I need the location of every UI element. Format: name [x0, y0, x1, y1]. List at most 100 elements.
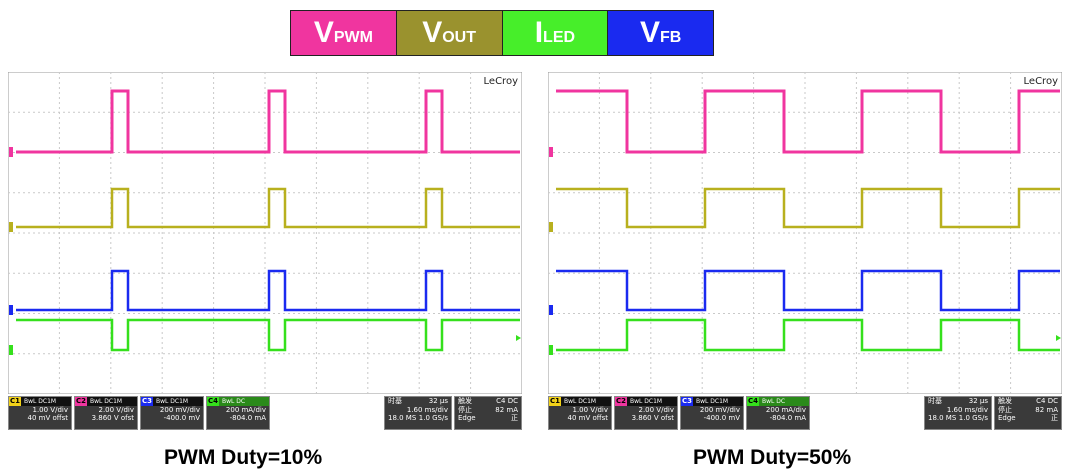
channel-offset: -804.0 mA	[229, 414, 266, 422]
caption-duty-10: PWM Duty=10%	[164, 446, 323, 469]
scope-screen-duty-10: LeCroy	[8, 72, 522, 394]
channel-c3-box: C3 BwL DC1M 200 mV/div -400.0 mV	[680, 396, 744, 430]
channel-scale: 200 mV/div	[699, 406, 740, 414]
vout-trace	[16, 187, 520, 229]
timebase-samples: 18.0 MS	[928, 414, 957, 422]
legend-iled-sub: LED	[543, 29, 576, 46]
channel-tag: C2	[615, 397, 627, 406]
trigger-box: 触发 C4 DC 停止 82 mA Edge 正	[454, 396, 522, 430]
trigger-level-marker	[1056, 335, 1061, 341]
trigger-type: Edge	[458, 414, 476, 422]
vpwm-trace	[556, 89, 1060, 154]
trigger-state: 停止	[458, 406, 472, 414]
channel-tag: C1	[9, 397, 21, 406]
channel-c4-box: C4 BwL DC 200 mA/div -804.0 mA	[206, 396, 270, 430]
timebase-samples: 18.0 MS	[388, 414, 417, 422]
channel-tag: C3	[141, 397, 153, 406]
channel-offset: 3.860 V ofst	[91, 414, 134, 422]
channel-marker	[9, 222, 13, 232]
channel-scale: 200 mA/div	[225, 406, 266, 414]
vpwm-trace	[16, 89, 520, 154]
channel-mode: BwL DC1M	[564, 398, 597, 405]
iled-trace	[556, 318, 1060, 352]
channel-marker	[549, 345, 553, 355]
scope-waveform-display: LeCroy	[8, 72, 522, 394]
channel-mode: BwL DC	[222, 398, 246, 405]
channel-c3-box: C3 BwL DC1M 200 mV/div -400.0 mV	[140, 396, 204, 430]
channel-offset: 3.860 V ofst	[631, 414, 674, 422]
legend-vout-main: V	[422, 16, 443, 49]
timebase-delay: 32 µs	[428, 397, 448, 405]
channel-scale: 1.00 V/div	[32, 406, 69, 414]
channel-mode: BwL DC1M	[24, 398, 57, 405]
channel-offset: -400.0 mV	[163, 414, 200, 422]
channel-scale: 200 mV/div	[159, 406, 200, 414]
channel-mode: BwL DC1M	[156, 398, 189, 405]
legend-vpwm-main: V	[313, 16, 334, 49]
channel-mode: BwL DC	[762, 398, 786, 405]
scope-waveform-display: LeCroy	[548, 72, 1062, 394]
channel-scale: 1.00 V/div	[572, 406, 609, 414]
trigger-state: 停止	[998, 406, 1012, 414]
vfb-trace	[16, 269, 520, 312]
legend-vpwm-sub: PWM	[333, 29, 373, 46]
trigger-level: 82 mA	[495, 406, 518, 414]
channel-offset: 40 mV offst	[567, 414, 608, 422]
legend-iled-main: I	[534, 16, 544, 49]
trigger-box: 触发 C4 DC 停止 82 mA Edge 正	[994, 396, 1062, 430]
trigger-slope: 正	[511, 414, 518, 422]
scope-status-bar: C1 BwL DC1M 1.00 V/div 40 mV offst C2 BwL …	[548, 396, 1062, 430]
channel-mode: BwL DC1M	[630, 398, 663, 405]
channel-offset: -400.0 mV	[703, 414, 740, 422]
legend-vfb-main: V	[639, 16, 660, 49]
trigger-slope: 正	[1051, 414, 1058, 422]
timebase-scale: 1.60 ms/div	[406, 406, 448, 414]
trigger-source: C4 DC	[496, 397, 518, 405]
trigger-level-marker	[516, 335, 521, 341]
channel-marker	[9, 345, 13, 355]
trigger-label: 触发	[458, 397, 472, 405]
channel-tag: C4	[207, 397, 219, 406]
channel-c1-box: C1 BwL DC1M 1.00 V/div 40 mV offst	[548, 396, 612, 430]
legend-vfb: V FB	[608, 11, 713, 55]
channel-marker	[9, 305, 13, 315]
trigger-level: 82 mA	[1035, 406, 1058, 414]
trigger-type: Edge	[998, 414, 1016, 422]
channel-tag: C1	[549, 397, 561, 406]
legend-vout: V OUT	[396, 11, 503, 55]
channel-marker	[9, 147, 13, 157]
timebase-box: 时基 32 µs 1.60 ms/div 18.0 MS 1.0 GS/s	[924, 396, 992, 430]
timebase-label: 时基	[388, 397, 402, 405]
legend-vfb-sub: FB	[659, 29, 682, 46]
vout-trace	[556, 187, 1060, 229]
channel-marker	[549, 305, 553, 315]
channel-marker	[549, 147, 553, 157]
channel-offset: 40 mV offst	[27, 414, 68, 422]
scope-status-bar: C1 BwL DC1M 1.00 V/div 40 mV offst C2 BwL …	[8, 396, 522, 430]
scope-brand-label: LeCroy	[1024, 76, 1059, 87]
trigger-label: 触发	[998, 397, 1012, 405]
legend-vpwm: V PWM	[291, 11, 397, 55]
scope-brand-label: LeCroy	[484, 76, 519, 87]
timebase-rate: 1.0 GS/s	[418, 414, 448, 422]
legend-iled: I LED	[502, 11, 609, 55]
caption-duty-50: PWM Duty=50%	[693, 446, 852, 469]
timebase-label: 时基	[928, 397, 942, 405]
scope-screen-duty-50: LeCroy	[548, 72, 1062, 394]
timebase-rate: 1.0 GS/s	[958, 414, 988, 422]
channel-c2-box: C2 BwL DC1M 2.00 V/div 3.860 V ofst	[614, 396, 678, 430]
signal-legend: V PWM V OUT I LED V FB	[290, 10, 714, 56]
channel-marker	[549, 222, 553, 232]
channel-offset: -804.0 mA	[769, 414, 806, 422]
channel-scale: 200 mA/div	[765, 406, 806, 414]
channel-tag: C3	[681, 397, 693, 406]
vfb-trace	[556, 269, 1060, 312]
channel-tag: C4	[747, 397, 759, 406]
channel-c2-box: C2 BwL DC1M 2.00 V/div 3.860 V ofst	[74, 396, 138, 430]
channel-c4-box: C4 BwL DC 200 mA/div -804.0 mA	[746, 396, 810, 430]
channel-mode: BwL DC1M	[90, 398, 123, 405]
timebase-scale: 1.60 ms/div	[946, 406, 988, 414]
legend-vout-sub: OUT	[442, 29, 477, 46]
channel-scale: 2.00 V/div	[98, 406, 135, 414]
timebase-delay: 32 µs	[968, 397, 988, 405]
